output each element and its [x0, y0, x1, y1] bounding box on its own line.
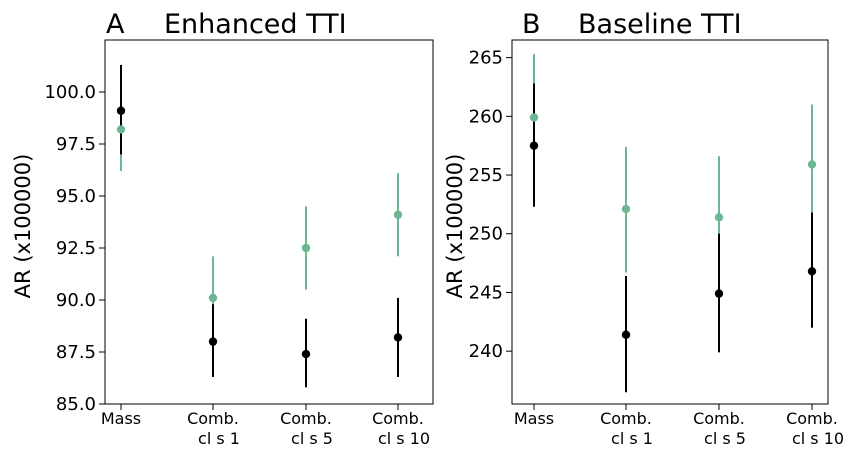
y-tick-label: 240	[469, 341, 503, 362]
y-tick-label: 87.5	[56, 342, 96, 363]
data-point	[116, 125, 126, 134]
data-point	[529, 141, 539, 150]
x-tick-label: cl s 10	[378, 429, 430, 448]
x-tick-label: Comb.	[280, 409, 332, 428]
x-tick-label: Comb.	[600, 409, 652, 428]
data-point	[301, 349, 311, 359]
y-tick-label: 95.0	[56, 186, 96, 207]
y-tick-label: 100.0	[44, 82, 96, 103]
plot-frame	[104, 39, 434, 405]
x-tick-label: cl s 5	[291, 429, 333, 448]
y-tick-label: 255	[469, 165, 503, 186]
x-tick-label: cl s 10	[792, 429, 844, 448]
data-point	[807, 160, 817, 169]
y-tick-label: 90.0	[56, 290, 96, 311]
plot-frame	[511, 39, 829, 405]
y-tick-label: 97.5	[56, 134, 96, 155]
chart-title: Enhanced TTI	[164, 9, 347, 40]
x-tick-label: Comb.	[187, 409, 239, 428]
x-tick-label: Comb.	[786, 409, 838, 428]
x-tick-label: Mass	[514, 409, 554, 428]
data-point	[116, 106, 126, 115]
x-tick-label: cl s 5	[704, 429, 746, 448]
y-tick-label: 85.0	[56, 394, 96, 415]
y-axis-ticks: 85.0 87.5 90.0 92.5 95.0 97.5 100.0	[44, 82, 105, 415]
y-tick-label: 245	[469, 282, 503, 303]
panel-label: A	[106, 9, 125, 40]
y-tick-label: 92.5	[56, 238, 96, 259]
data-point	[714, 289, 724, 298]
panel-baseline-tti: B Baseline TTI AR (x100000) 240 245 250 255…	[443, 9, 844, 448]
data-point	[393, 210, 403, 219]
data-marks	[116, 64, 403, 388]
data-point	[208, 293, 218, 303]
data-point	[621, 204, 631, 214]
x-tick-label: Comb.	[372, 409, 424, 428]
y-axis-label: AR (x100000)	[443, 154, 467, 299]
x-tick-label: Comb.	[693, 409, 745, 428]
x-tick-label: cl s 1	[611, 429, 653, 448]
data-point	[621, 330, 631, 339]
y-tick-label: 250	[469, 224, 503, 245]
data-point	[393, 333, 403, 342]
panel-label: B	[522, 9, 541, 40]
panel-enhanced-tti: A Enhanced TTI AR (x100000) 85.0 87.5 90.0…	[11, 9, 434, 448]
data-marks	[529, 54, 817, 393]
data-point	[208, 337, 218, 346]
data-point	[807, 267, 817, 276]
chart-title: Baseline TTI	[578, 9, 742, 40]
y-axis-label: AR (x100000)	[11, 154, 35, 299]
data-point	[529, 113, 539, 122]
x-tick-label: Mass	[101, 409, 141, 428]
x-tick-label: cl s 1	[198, 429, 240, 448]
y-tick-label: 260	[469, 106, 503, 127]
data-point	[301, 243, 311, 253]
data-point	[714, 213, 724, 222]
y-axis-ticks: 240 245 250 255 260 265	[469, 48, 512, 362]
y-tick-label: 265	[469, 48, 503, 69]
